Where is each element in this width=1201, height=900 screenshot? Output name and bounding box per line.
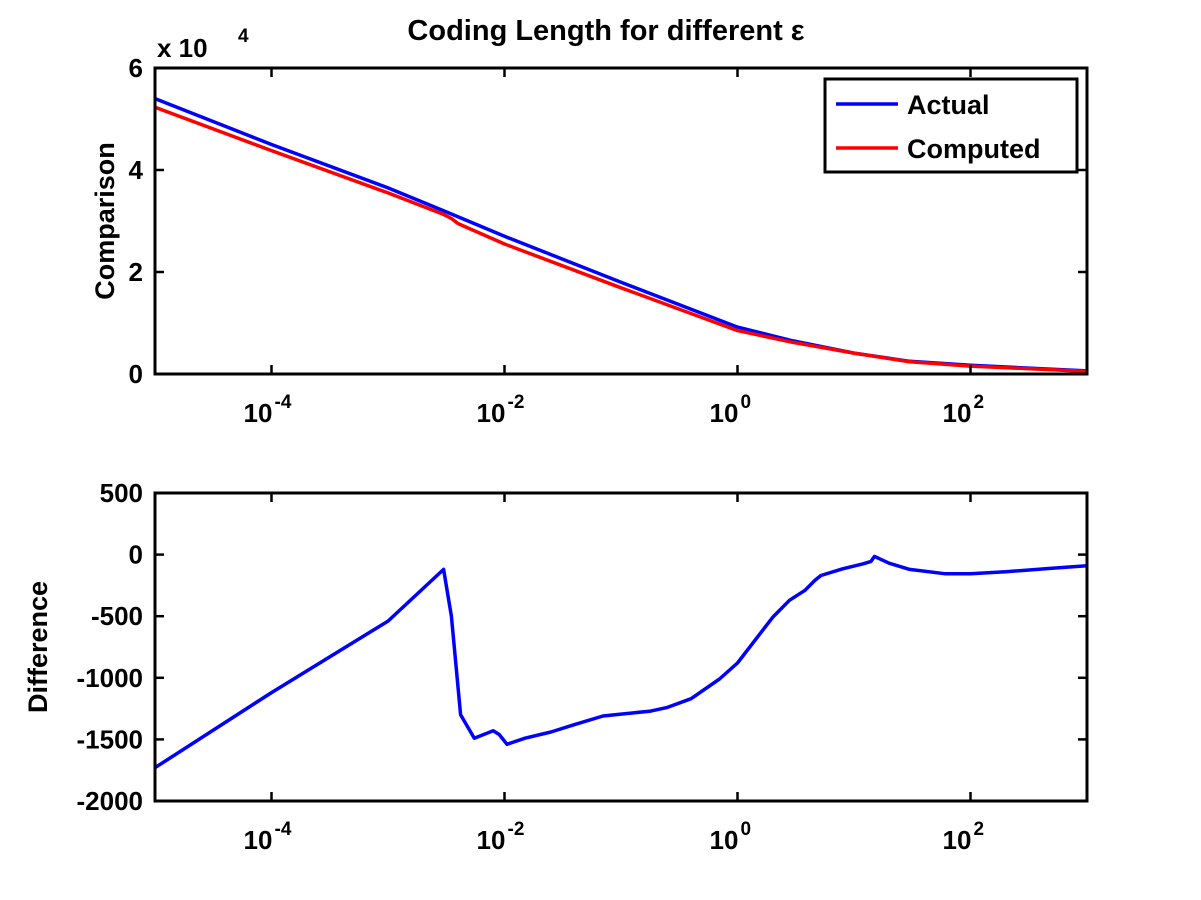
series-line-computed: [155, 105, 1087, 374]
y-axis-label: Comparison: [90, 142, 120, 300]
x-tick-exponent: -4: [275, 819, 292, 840]
y-tick-label: 2: [129, 257, 143, 287]
x-tick-label: 10: [477, 825, 506, 855]
y-tick-label: -1500: [77, 724, 144, 754]
chart-title: Coding Length for different ε: [407, 15, 804, 47]
x-tick-label: 10: [943, 398, 972, 428]
x-tick-exponent: -2: [508, 392, 525, 413]
x-tick-label: 10: [943, 825, 972, 855]
axes-frame: [153, 491, 1089, 803]
y-exponent-power: 4: [238, 26, 249, 47]
y-tick-label: -2000: [77, 786, 144, 816]
y-tick-label: -500: [91, 601, 143, 631]
legend-box: [823, 77, 1079, 174]
x-tick-label: 10: [710, 825, 739, 855]
legend: Actual Computed: [823, 77, 1079, 174]
x-tick-label: 10: [244, 398, 273, 428]
y-tick-label: 0: [129, 359, 143, 389]
series-line-difference: [155, 554, 1087, 770]
x-tick-label: 10: [710, 398, 739, 428]
x-tick-exponent: 2: [974, 819, 985, 840]
y-exponent-label: x 10: [157, 33, 208, 63]
y-axis-label: Difference: [23, 581, 53, 713]
x-tick-exponent: 2: [974, 392, 985, 413]
y-tick-label: 0: [129, 540, 143, 570]
legend-entry-computed: Computed: [907, 134, 1040, 164]
y-tick-label: 500: [100, 478, 143, 508]
x-tick-label: 10: [477, 398, 506, 428]
x-tick-exponent: -4: [275, 392, 292, 413]
x-tick-exponent: 0: [741, 392, 752, 413]
x-tick-exponent: 0: [741, 819, 752, 840]
y-tick-label: -1000: [77, 663, 144, 693]
x-tick-exponent: -2: [508, 819, 525, 840]
y-tick-label: 4: [129, 155, 144, 185]
x-tick-label: 10: [244, 825, 273, 855]
legend-entry-actual: Actual: [907, 90, 990, 120]
y-tick-label: 6: [129, 53, 143, 83]
axes-frame: [153, 66, 1089, 376]
